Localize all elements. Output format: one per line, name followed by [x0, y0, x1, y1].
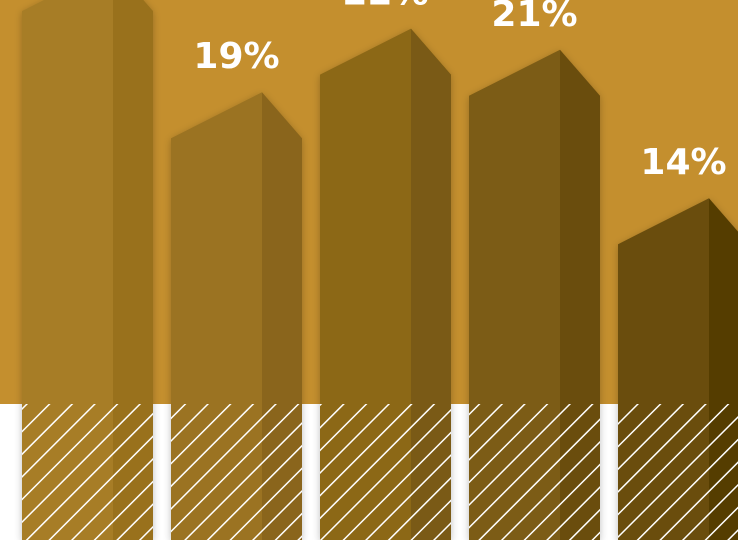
bar-base-hatch: [469, 404, 600, 540]
bar-value-label: 19%: [193, 36, 279, 77]
bar-base-hatch: [171, 404, 302, 540]
value-label-group: 19% 22% 21% 14%: [193, 0, 726, 183]
bar-3: [320, 28, 451, 540]
bar-base-hatch: [320, 404, 451, 540]
bar-base-hatch: [618, 404, 738, 540]
bar-base-hatch: [22, 404, 153, 540]
bar-4: [469, 49, 600, 540]
bar-value-label: 22%: [342, 0, 428, 14]
bar-1: [22, 0, 153, 540]
bar-2: [171, 92, 302, 540]
bar-group: [22, 0, 738, 540]
bar-value-label: 14%: [640, 142, 726, 183]
bar-value-label: 21%: [491, 0, 577, 35]
bar-5: [618, 198, 738, 540]
